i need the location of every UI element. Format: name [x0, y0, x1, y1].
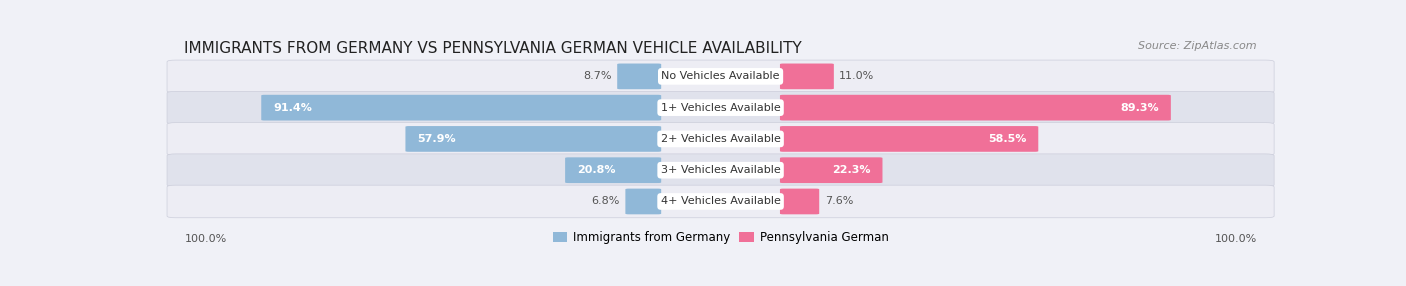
Text: 100.0%: 100.0%: [184, 234, 226, 244]
FancyBboxPatch shape: [780, 157, 883, 183]
Text: 58.5%: 58.5%: [988, 134, 1026, 144]
Text: 4+ Vehicles Available: 4+ Vehicles Available: [661, 196, 780, 206]
Text: 89.3%: 89.3%: [1121, 103, 1159, 113]
FancyBboxPatch shape: [780, 126, 1038, 152]
Text: Source: ZipAtlas.com: Source: ZipAtlas.com: [1137, 41, 1257, 51]
Text: 2+ Vehicles Available: 2+ Vehicles Available: [661, 134, 780, 144]
FancyBboxPatch shape: [780, 63, 834, 89]
FancyBboxPatch shape: [617, 63, 661, 89]
FancyBboxPatch shape: [167, 123, 1274, 155]
FancyBboxPatch shape: [167, 185, 1274, 218]
FancyBboxPatch shape: [167, 154, 1274, 186]
FancyBboxPatch shape: [262, 95, 661, 120]
Legend: Immigrants from Germany, Pennsylvania German: Immigrants from Germany, Pennsylvania Ge…: [548, 226, 893, 249]
Text: No Vehicles Available: No Vehicles Available: [661, 72, 780, 82]
Text: 100.0%: 100.0%: [1215, 234, 1257, 244]
Text: 11.0%: 11.0%: [839, 72, 875, 82]
Text: 8.7%: 8.7%: [583, 72, 612, 82]
FancyBboxPatch shape: [780, 188, 820, 214]
FancyBboxPatch shape: [167, 60, 1274, 93]
Text: 3+ Vehicles Available: 3+ Vehicles Available: [661, 165, 780, 175]
Text: 7.6%: 7.6%: [825, 196, 853, 206]
Text: 91.4%: 91.4%: [273, 103, 312, 113]
FancyBboxPatch shape: [626, 188, 661, 214]
Text: 20.8%: 20.8%: [576, 165, 616, 175]
Text: 22.3%: 22.3%: [832, 165, 870, 175]
FancyBboxPatch shape: [167, 91, 1274, 124]
Text: 57.9%: 57.9%: [418, 134, 456, 144]
FancyBboxPatch shape: [780, 95, 1171, 120]
Text: 1+ Vehicles Available: 1+ Vehicles Available: [661, 103, 780, 113]
FancyBboxPatch shape: [565, 157, 661, 183]
Text: 6.8%: 6.8%: [592, 196, 620, 206]
Text: IMMIGRANTS FROM GERMANY VS PENNSYLVANIA GERMAN VEHICLE AVAILABILITY: IMMIGRANTS FROM GERMANY VS PENNSYLVANIA …: [184, 41, 803, 56]
FancyBboxPatch shape: [405, 126, 661, 152]
